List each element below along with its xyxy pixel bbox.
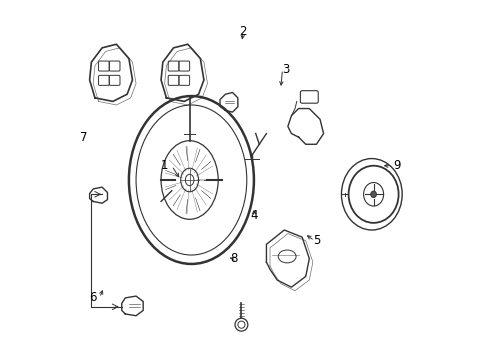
Text: 3: 3: [283, 63, 290, 76]
Text: 7: 7: [80, 131, 88, 144]
Text: 4: 4: [250, 209, 258, 222]
Text: 2: 2: [240, 25, 247, 38]
Text: 1: 1: [161, 159, 168, 172]
Text: 5: 5: [313, 234, 320, 247]
Ellipse shape: [371, 191, 376, 198]
Text: 8: 8: [231, 252, 238, 265]
Text: 6: 6: [89, 291, 97, 305]
Text: 9: 9: [393, 159, 401, 172]
